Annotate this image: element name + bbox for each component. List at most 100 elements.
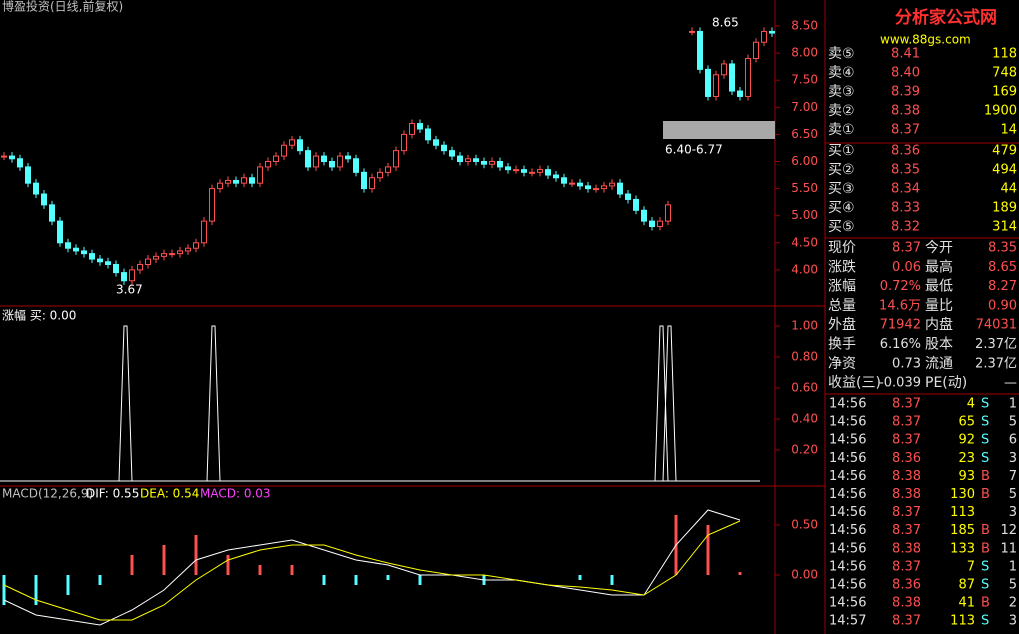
level-price: 8.36 — [891, 144, 920, 159]
y-tick-label: 6.00 — [791, 154, 818, 168]
tick-price: 8.38 — [892, 596, 921, 611]
tick-price: 8.37 — [892, 505, 921, 520]
level-label: 买⑤ — [828, 219, 855, 235]
tick-time: 14:56 — [829, 505, 866, 520]
range-box — [663, 121, 775, 139]
candle — [129, 269, 135, 282]
candle — [761, 30, 767, 43]
candle — [409, 123, 415, 135]
candle — [337, 155, 343, 168]
tick-price: 8.36 — [892, 578, 921, 593]
dea-line — [3, 520, 741, 621]
y-tick-label: 8.50 — [791, 19, 818, 33]
tick-count: 7 — [1009, 469, 1017, 484]
candle — [1, 155, 7, 158]
logo-url: www.88gs.com — [880, 33, 971, 47]
tick-count: 11 — [1000, 541, 1017, 556]
quote-label: 现价 — [828, 240, 856, 256]
candle — [153, 255, 159, 260]
y-tick-label: 7.00 — [791, 100, 818, 114]
candle — [305, 150, 311, 168]
low-label: 3.67 — [116, 283, 143, 297]
candle — [473, 158, 479, 162]
candle — [233, 179, 239, 184]
candle — [481, 161, 487, 165]
candle — [41, 193, 47, 206]
level-price: 8.39 — [891, 85, 920, 100]
tick-time: 14:56 — [829, 397, 866, 412]
candle — [121, 272, 127, 282]
signal-spike — [118, 325, 133, 482]
tick-count: 12 — [1000, 523, 1017, 538]
tick-side: B — [981, 523, 990, 538]
candle — [417, 123, 423, 130]
level-price: 8.41 — [891, 47, 920, 62]
y-tick-label: 4.50 — [791, 235, 818, 249]
quote-label: 收益(三) — [828, 375, 881, 391]
candle — [329, 161, 335, 168]
level-volume: 189 — [992, 201, 1017, 216]
candle — [385, 166, 391, 173]
dif-line — [3, 509, 741, 626]
level-label: 卖④ — [828, 65, 855, 81]
candle — [657, 220, 663, 228]
tick-count: 5 — [1009, 487, 1017, 502]
level-label: 卖⑤ — [828, 46, 855, 62]
quote-value: 14.6万 — [879, 298, 921, 313]
tick-side: S — [981, 578, 989, 593]
quote-value: 8.35 — [988, 241, 1017, 256]
tick-count: 1 — [1009, 559, 1017, 574]
candle — [649, 220, 655, 228]
candle — [497, 161, 503, 168]
quote-label: 流通 — [925, 356, 953, 372]
tick-volume: 93 — [958, 469, 975, 484]
quote-label: 最高 — [925, 258, 953, 275]
dif-label: DIF: 0.55 — [86, 487, 139, 501]
candle — [273, 155, 279, 163]
candle — [697, 30, 703, 70]
level-label: 卖① — [828, 122, 855, 138]
candle — [25, 166, 31, 184]
candle — [641, 209, 647, 222]
candle — [585, 185, 591, 190]
tick-count: 3 — [1009, 451, 1017, 466]
quote-label: 最低 — [925, 279, 953, 295]
level-price: 8.37 — [891, 123, 920, 138]
tick-time: 14:56 — [829, 578, 866, 593]
tick-count: 3 — [1009, 505, 1017, 520]
candle — [457, 155, 463, 163]
tick-price: 8.36 — [892, 451, 921, 466]
dea-label: DEA: 0.54 — [140, 487, 199, 501]
candle — [281, 144, 287, 157]
chart-title: 博盈投资(日线,前复权) — [2, 0, 123, 14]
candle — [321, 155, 327, 163]
candle — [441, 144, 447, 152]
tick-price: 8.37 — [892, 559, 921, 574]
candle — [505, 166, 511, 171]
candle — [393, 150, 399, 168]
tick-volume: 23 — [958, 451, 975, 466]
tick-price: 8.37 — [892, 397, 921, 412]
tick-time: 14:56 — [829, 415, 866, 430]
candle — [193, 242, 199, 249]
quote-value: 74031 — [976, 318, 1017, 333]
level-label: 买① — [828, 143, 855, 159]
macd-label: MACD(12,26,9) — [2, 487, 93, 501]
level-price: 8.35 — [891, 163, 920, 178]
tick-volume: 92 — [958, 433, 975, 448]
quote-value: 0.06 — [892, 260, 921, 275]
candle — [537, 169, 543, 173]
candle — [177, 250, 183, 255]
candle — [553, 174, 559, 179]
candle — [161, 253, 167, 257]
candle — [569, 182, 575, 185]
logo: 分析家公式网 — [895, 7, 997, 28]
level-label: 卖② — [828, 103, 855, 119]
y-tick-label: 4.00 — [791, 262, 818, 276]
candle — [513, 169, 519, 172]
candle — [257, 166, 263, 184]
candle — [489, 161, 495, 165]
candle — [137, 263, 143, 271]
level-volume: 748 — [992, 66, 1017, 81]
candle — [105, 261, 111, 265]
